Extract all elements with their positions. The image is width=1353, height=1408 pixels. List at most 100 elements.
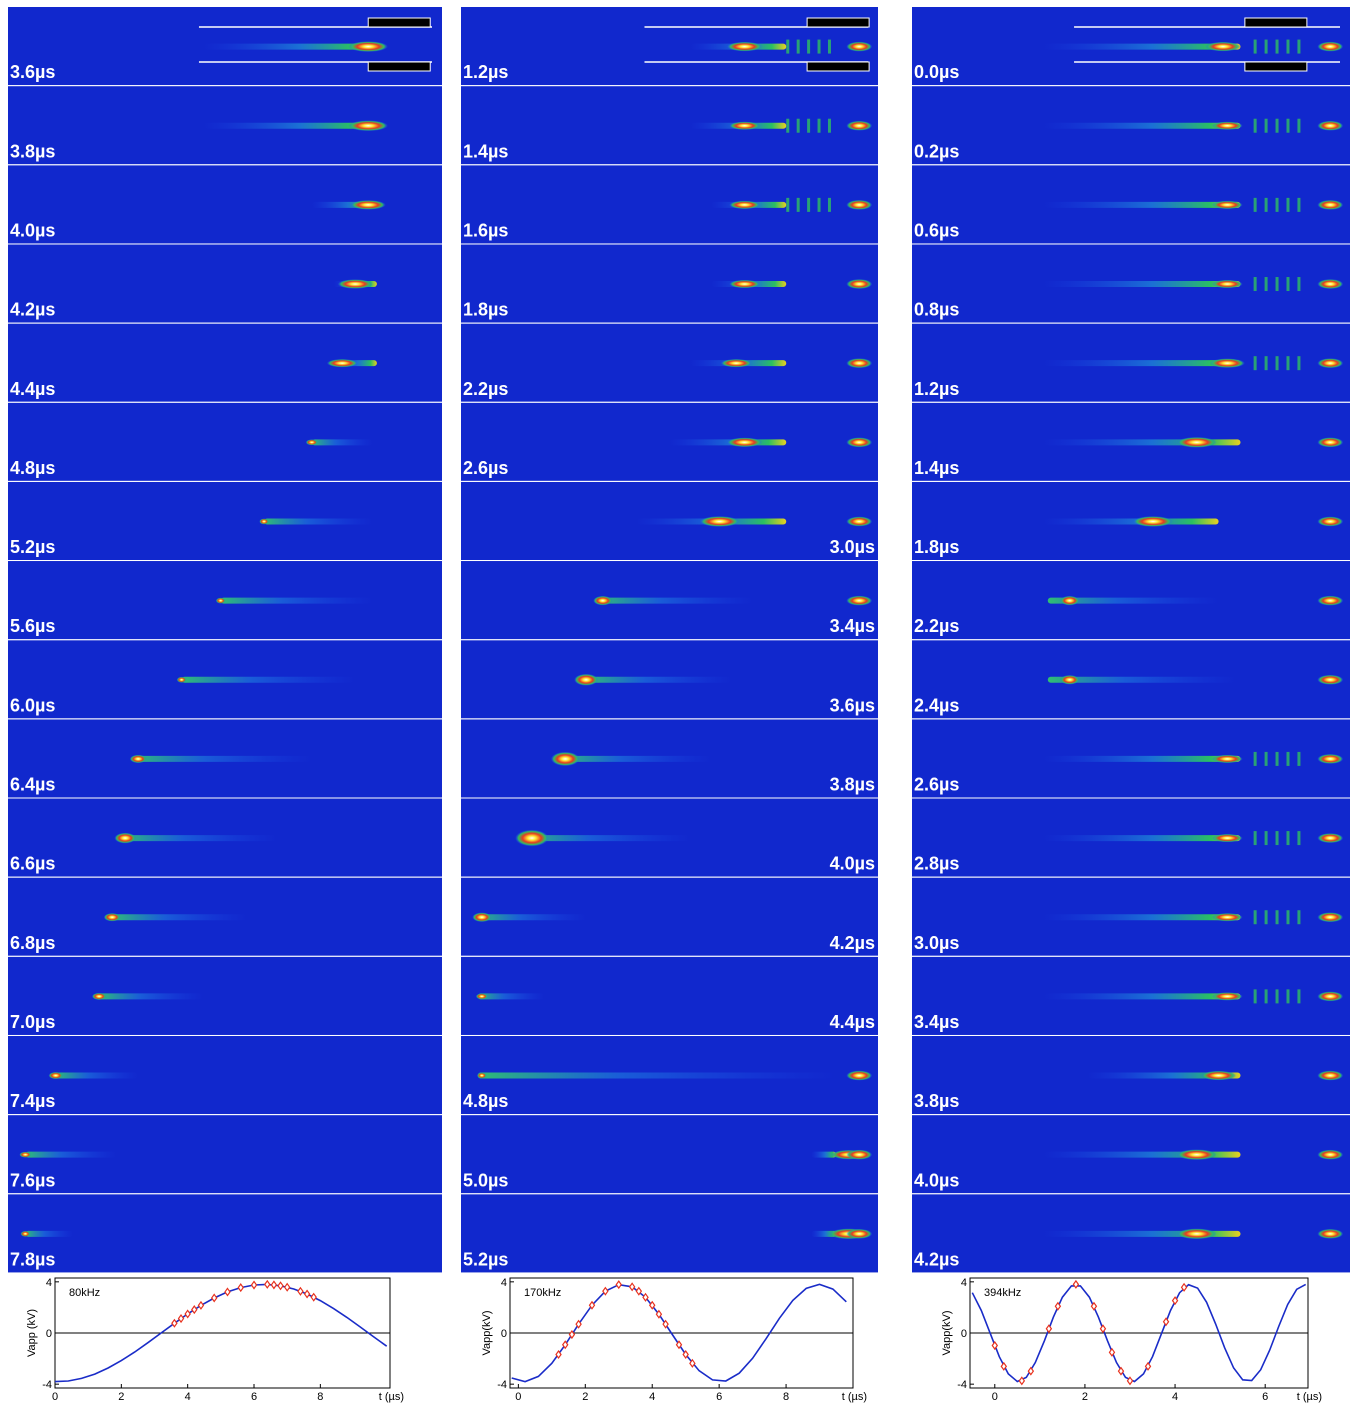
frame-label: 2.6µs <box>463 458 508 478</box>
streak-tail <box>182 677 356 683</box>
fringe <box>1254 831 1257 845</box>
right-blob <box>846 42 872 52</box>
streak-head <box>259 518 269 524</box>
fringe <box>1265 752 1268 766</box>
streak-head <box>515 830 549 847</box>
y-tick-label: 4 <box>501 1277 507 1289</box>
streak-head <box>327 359 358 367</box>
frame-label: 4.2µs <box>914 1249 959 1269</box>
frame-label: 3.6µs <box>10 62 55 82</box>
frame-label: 7.6µs <box>10 1170 55 1190</box>
streak-head <box>1205 42 1240 52</box>
streak-head <box>306 439 318 445</box>
y-tick-label: 0 <box>501 1328 507 1340</box>
x-tick-label: 0 <box>52 1391 58 1403</box>
fringe <box>1286 831 1289 845</box>
frame-glow <box>461 324 878 402</box>
right-blob <box>1317 1071 1343 1081</box>
figure: 3.6µs3.8µs4.0µs4.2µs4.4µs4.8µs5.2µs5.6µs… <box>0 0 1353 1408</box>
fringe <box>828 198 831 212</box>
streak-head <box>21 1231 31 1237</box>
fringe <box>1297 989 1300 1003</box>
fringe <box>1254 119 1257 133</box>
frame-glow <box>8 482 442 560</box>
streak-tail <box>264 518 373 524</box>
right-blob <box>1317 596 1343 606</box>
frame-glow <box>461 86 878 164</box>
streak-head <box>1212 834 1243 842</box>
fringe <box>818 119 821 133</box>
right-blob <box>1317 200 1343 210</box>
right-blob <box>846 1229 872 1239</box>
y-tick-label: -4 <box>957 1379 967 1391</box>
fringe <box>786 198 789 212</box>
image-column: 0.0µs0.2µs0.6µs0.8µs1.2µs1.4µs1.8µs2.2µs… <box>912 7 1350 1272</box>
fringe <box>1297 831 1300 845</box>
fringe <box>1276 40 1279 54</box>
frame-label: 4.8µs <box>463 1091 508 1111</box>
fringe <box>1276 119 1279 133</box>
x-tick-label: 4 <box>185 1391 191 1403</box>
fringe <box>797 198 800 212</box>
fringe <box>1254 356 1257 370</box>
right-blob <box>1317 912 1343 922</box>
fringe <box>1276 277 1279 291</box>
streak-head <box>1212 280 1243 288</box>
fringe <box>1286 752 1289 766</box>
x-axis-label: t (µs) <box>379 1391 404 1403</box>
fringe <box>807 40 810 54</box>
streak-head <box>1212 755 1243 763</box>
fringe <box>1286 356 1289 370</box>
streak-head <box>216 598 226 604</box>
frame-label: 4.0µs <box>10 220 55 240</box>
fringe <box>1265 356 1268 370</box>
streak-tail <box>1043 123 1240 129</box>
right-blob <box>846 358 872 368</box>
fringe <box>1254 198 1257 212</box>
y-tick-label: 4 <box>46 1277 52 1289</box>
frame-label: 4.2µs <box>830 933 875 953</box>
right-blob <box>846 121 872 131</box>
streak-head <box>49 1072 63 1079</box>
electrode <box>368 18 430 27</box>
y-tick-label: 0 <box>961 1328 967 1340</box>
y-tick-label: -4 <box>42 1379 52 1391</box>
right-blob <box>1317 516 1343 526</box>
fringe <box>1254 910 1257 924</box>
right-blob <box>1317 675 1343 685</box>
x-tick-label: 6 <box>251 1391 257 1403</box>
x-tick-label: 8 <box>783 1391 789 1403</box>
frame-label: 3.8µs <box>10 141 55 161</box>
frame-label: 0.2µs <box>914 141 959 161</box>
frame-label: 4.4µs <box>10 379 55 399</box>
streak-head <box>114 833 136 844</box>
fringe <box>1265 989 1268 1003</box>
frame-glow <box>8 324 442 402</box>
fringe <box>1297 356 1300 370</box>
electrode <box>1245 62 1307 71</box>
fringe <box>1254 752 1257 766</box>
streak-head <box>351 200 386 210</box>
fringe <box>797 40 800 54</box>
right-blob <box>846 1071 872 1081</box>
electrode <box>807 18 869 27</box>
frame-glow <box>461 403 878 481</box>
frame-label: 5.2µs <box>10 537 55 557</box>
frame-label: 0.8µs <box>914 300 959 320</box>
streak-head <box>729 280 760 288</box>
x-tick-label: 4 <box>649 1391 655 1403</box>
right-blob <box>1317 754 1343 764</box>
frame-label: 5.2µs <box>463 1249 508 1269</box>
streak-head <box>338 279 373 289</box>
right-blob <box>1317 833 1343 843</box>
fringe <box>1276 910 1279 924</box>
fringe <box>1286 119 1289 133</box>
fringe <box>1265 910 1268 924</box>
electrode <box>368 62 430 71</box>
fringe <box>1254 277 1257 291</box>
streak-head <box>1060 596 1079 606</box>
streak-head <box>593 596 612 606</box>
